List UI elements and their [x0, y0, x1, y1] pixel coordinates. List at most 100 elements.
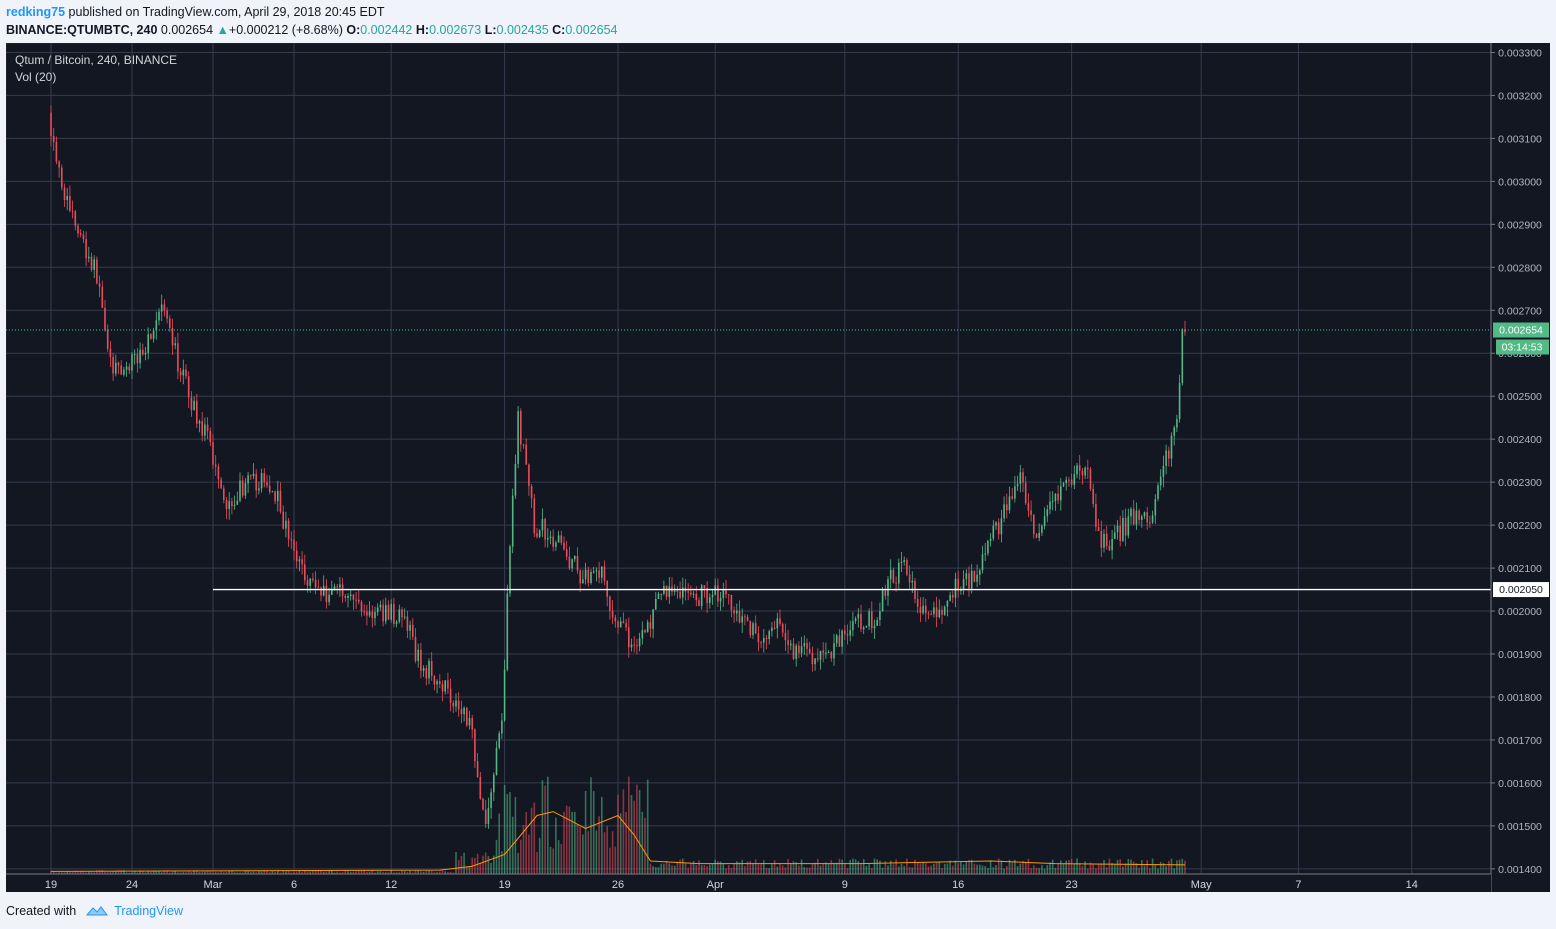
volume-bar — [930, 865, 932, 874]
volume-bar — [490, 862, 492, 874]
candle-body — [379, 604, 382, 608]
volume-bar — [1008, 859, 1011, 874]
close-label: C: — [552, 23, 566, 37]
tradingview-link[interactable]: TradingView — [114, 904, 183, 918]
candle-body — [85, 239, 87, 259]
time-tick-label: Mar — [204, 879, 223, 891]
candle-body — [644, 630, 646, 633]
author-name[interactable]: redking75 — [6, 5, 66, 19]
volume-bar — [282, 870, 284, 874]
volume-bar — [579, 826, 581, 874]
volume-bar — [466, 867, 468, 874]
candle-body — [387, 605, 390, 620]
volume-bar — [919, 863, 922, 874]
volume-bar — [889, 860, 892, 874]
volume-bar — [295, 871, 298, 874]
candle-body — [1081, 470, 1084, 476]
price-axis[interactable] — [1491, 43, 1550, 892]
volume-bar — [787, 859, 789, 874]
candle-body — [385, 605, 387, 622]
volume-bar — [838, 858, 841, 874]
volume-bar — [555, 817, 557, 874]
candle-body — [66, 195, 68, 201]
volume-bar — [784, 867, 787, 874]
volume-ma-line — [50, 811, 1186, 872]
volume-bar — [436, 872, 438, 874]
volume-bar — [520, 839, 522, 874]
volume-bar — [1119, 859, 1121, 874]
candle-body — [706, 588, 708, 603]
volume-bar — [1011, 862, 1013, 874]
candle-body — [630, 644, 633, 648]
candle-body — [738, 610, 741, 623]
volume-bar — [792, 860, 795, 874]
candle-body — [1157, 485, 1159, 499]
volume-bar — [85, 872, 87, 874]
candle-body — [530, 486, 533, 499]
volume-bar — [482, 855, 484, 874]
candle-body — [906, 560, 908, 575]
candle-body — [209, 431, 212, 443]
volume-bar — [1162, 862, 1165, 874]
candle-body — [1159, 476, 1162, 486]
volume-bar — [444, 871, 446, 874]
volume-bar — [58, 871, 60, 874]
volume-bar — [314, 870, 317, 874]
volume-bar — [274, 871, 276, 874]
support-tag-text: 0.002050 — [1499, 584, 1543, 596]
time-axis[interactable] — [6, 874, 1491, 892]
candle-body — [798, 645, 800, 653]
candle-body — [495, 747, 498, 775]
volume-bar — [1154, 864, 1157, 874]
volume-bar — [827, 863, 830, 874]
candle-body — [884, 589, 887, 596]
candle-body — [279, 490, 282, 512]
candle-body — [609, 596, 611, 611]
volume-bar — [77, 871, 79, 874]
volume-bar — [1073, 864, 1076, 874]
volume-bar — [1130, 859, 1132, 874]
candle-body — [139, 349, 141, 364]
candle-body — [69, 195, 71, 211]
volume-bar — [1043, 868, 1046, 874]
volume-bar — [1176, 860, 1178, 874]
candle-body — [800, 646, 803, 653]
candle-body — [852, 621, 854, 631]
volume-bar — [144, 872, 147, 874]
volume-bar — [865, 865, 868, 874]
volume-bar — [1049, 862, 1051, 874]
price-tick-label: 0.003200 — [1498, 90, 1542, 102]
candle-body — [744, 616, 746, 618]
candle-body — [1087, 467, 1089, 470]
time-tick-label: 19 — [45, 879, 57, 891]
candle-body — [271, 491, 274, 493]
volume-bar — [1022, 860, 1024, 874]
candle-body — [617, 621, 619, 628]
publish-info: redking75 published on TradingView.com, … — [6, 4, 385, 20]
candle-body — [115, 362, 117, 374]
volume-bar — [987, 868, 989, 874]
volume-bar — [349, 872, 352, 874]
candle-body — [871, 611, 873, 629]
candle-body — [722, 589, 725, 598]
volume-bar — [433, 872, 436, 874]
candle-body — [725, 589, 727, 595]
candle-body — [487, 808, 490, 825]
volume-bar — [979, 864, 981, 874]
volume-bar — [1070, 858, 1073, 874]
candle-body — [547, 538, 549, 540]
volume-bars — [50, 776, 1186, 874]
candle-body — [1114, 532, 1116, 539]
candle-body — [123, 369, 125, 375]
volume-bar — [989, 860, 992, 874]
volume-bar — [898, 866, 900, 874]
volume-bar — [911, 867, 914, 874]
volume-bar — [457, 859, 460, 874]
volume-bar — [120, 870, 122, 874]
volume-bar — [962, 864, 965, 874]
volume-bar — [179, 872, 182, 874]
candle-body — [1033, 514, 1035, 535]
volume-bar — [220, 871, 222, 874]
price-chart[interactable]: 0.003300 0.003200 0.003100 0.003000 0.002900… — [6, 43, 1550, 892]
candle-body — [925, 605, 927, 614]
